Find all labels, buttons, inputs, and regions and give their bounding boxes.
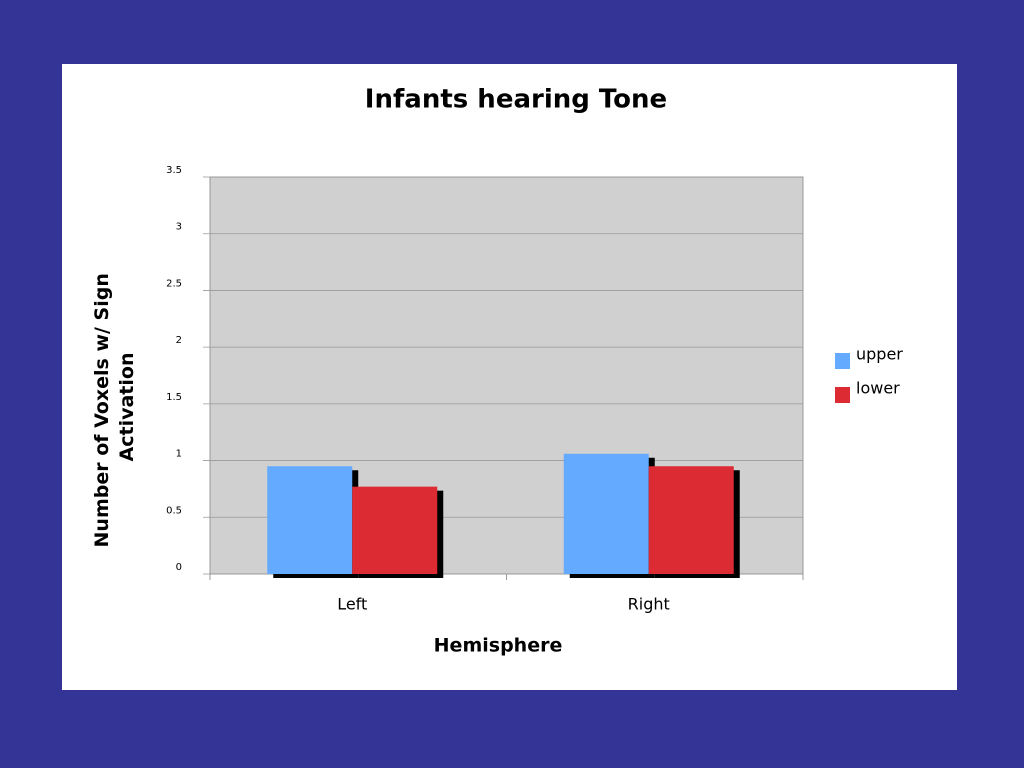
- y-tick-label: 0.5: [166, 505, 182, 516]
- legend-swatch: [835, 353, 850, 369]
- x-tick-label: Left: [337, 595, 367, 614]
- legend-label: lower: [856, 379, 900, 398]
- legend-swatch: [835, 387, 850, 403]
- y-axis-title-line: Activation: [116, 353, 138, 462]
- bar: [563, 453, 649, 574]
- legend-label: upper: [856, 345, 903, 364]
- y-axis-title: Number of Voxels w/ Sign Activation: [91, 267, 138, 548]
- y-tick-label: 3.5: [166, 165, 182, 176]
- y-tick-label: 2.5: [166, 278, 182, 289]
- y-tick-label: 1.5: [166, 392, 182, 403]
- y-tick-label: 2: [176, 335, 182, 346]
- chart-title: Infants hearing Tone: [365, 85, 667, 115]
- bar: [352, 486, 438, 574]
- bar: [648, 466, 734, 574]
- x-axis-title: Hemisphere: [434, 635, 563, 657]
- y-tick-label: 0: [176, 562, 182, 573]
- y-tick-label: 1: [176, 449, 182, 460]
- y-tick-label: 3: [176, 222, 182, 233]
- y-axis-title-line: Number of Voxels w/ Sign: [91, 273, 113, 547]
- x-tick-label: Right: [628, 595, 670, 614]
- bar: [267, 466, 353, 574]
